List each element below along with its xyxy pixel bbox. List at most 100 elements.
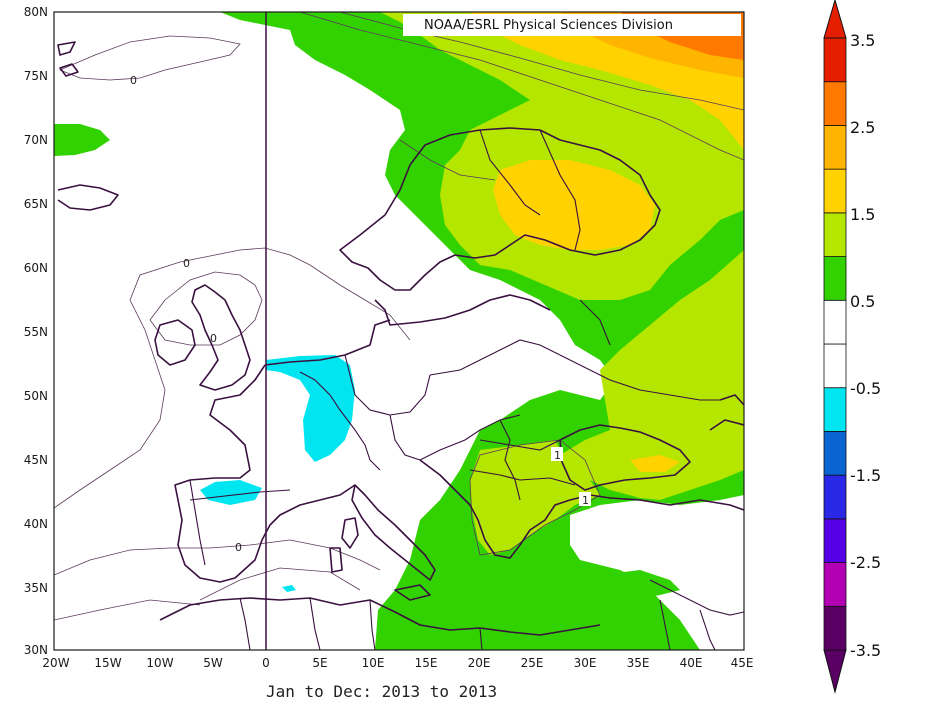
lat-tick-label: 65N [24, 197, 48, 211]
lon-tick-label: 0 [262, 656, 270, 670]
zero-contour-northwest [58, 35, 241, 81]
colorbar-swatch [823, 474, 847, 520]
colorbar-swatch [823, 343, 847, 389]
cyan-iberia-patch [200, 480, 262, 505]
lon-tick-label: 40E [680, 656, 703, 670]
contour-label: 0 [210, 332, 217, 345]
cyan-med-patch [282, 585, 296, 592]
contour-arctic-1 [299, 12, 744, 161]
north-africa-borders [239, 597, 483, 650]
lat-tick-label: 70N [24, 133, 48, 147]
north-africa-coast [159, 597, 601, 636]
cyan-france-region [266, 355, 355, 462]
colorbar-label: 3.5 [850, 31, 875, 50]
middle-east-borders [649, 579, 744, 650]
colorbar-swatch [823, 605, 847, 651]
zero-contour-iberia [54, 539, 381, 576]
colorbar-swatch [823, 387, 847, 432]
contour-mediterranean [199, 567, 361, 601]
colorbar-swatch [823, 431, 847, 476]
eastern-europe-borders [559, 299, 720, 401]
islands-coast [329, 517, 431, 601]
contour-label: 1 [554, 449, 561, 462]
lon-tick-label: 20E [468, 656, 491, 670]
shaded-anomaly-field [54, 12, 744, 650]
geographic-outlines [57, 41, 744, 650]
iberia-borders [189, 479, 291, 566]
colorbar-swatch [823, 562, 847, 607]
colorbar-label: 2.5 [850, 118, 875, 137]
lat-tick-label: 45N [24, 453, 48, 467]
colorbar-swatch [823, 81, 847, 126]
balkans-borders [469, 419, 576, 501]
baltic-coast [374, 294, 551, 326]
green-northwest-patch [54, 124, 110, 156]
ireland-coast [154, 319, 196, 366]
credit-box [403, 14, 741, 36]
lon-tick-label: 45E [731, 656, 754, 670]
contour-label: 0 [130, 74, 137, 87]
zero-contour-atlantic [54, 247, 411, 509]
colorbar-swatch [823, 299, 847, 345]
lon-tick-label: 10E [362, 656, 385, 670]
contour-lines [54, 12, 744, 621]
lat-tick-label: 50N [24, 389, 48, 403]
lon-tick-label: 35E [627, 656, 650, 670]
italy-coast [351, 484, 436, 581]
yellowgreen-east-region [560, 250, 744, 500]
balkans-coast [419, 459, 744, 559]
colorbar-max-arrow [823, 0, 847, 39]
colorbar-min-arrow [823, 649, 847, 694]
colorbar-label: -0.5 [850, 379, 881, 398]
contour-label: 1 [582, 494, 589, 507]
yellowgreen-balkans-region [470, 440, 600, 555]
latitude-axis: 80N 75N 70N 65N 60N 55N 50N 45N 40N 35N … [24, 5, 48, 657]
lon-tick-label: 20W [42, 656, 69, 670]
colorbar [823, 0, 847, 694]
lat-tick-label: 35N [24, 581, 48, 595]
lat-tick-label: 75N [24, 69, 48, 83]
central-europe-borders [299, 339, 561, 471]
colorbar-label: 0.5 [850, 292, 875, 311]
black-sea-coast [559, 424, 691, 491]
contour-label-box [579, 492, 591, 506]
lon-tick-label: 5E [312, 656, 327, 670]
britain-coast [191, 284, 251, 391]
colorbar-swatch [823, 518, 847, 563]
arctic-island-coast [57, 41, 79, 77]
zero-contour-britain [149, 271, 263, 346]
colorbar-label: 1.5 [850, 205, 875, 224]
contour-label: 0 [235, 541, 242, 554]
map-frame [53, 11, 745, 651]
lon-tick-label: 15W [94, 656, 121, 670]
contour-label-box [551, 447, 563, 461]
lon-tick-label: 30E [574, 656, 597, 670]
contour-lower-left [54, 599, 201, 621]
lon-tick-label: 10W [146, 656, 173, 670]
lat-tick-label: 60N [24, 261, 48, 275]
colorbar-label: -1.5 [850, 466, 881, 485]
yellow-scandinavia-region [493, 160, 655, 250]
colorbar-swatch [823, 37, 847, 83]
green-levant-patch [600, 570, 680, 600]
colorbar-swatch [823, 168, 847, 214]
colorbar-labels: 3.5 2.5 1.5 0.5 -0.5 -1.5 -2.5 -3.5 [850, 31, 881, 660]
contour-label-group: 0 0 0 0 1 1 [130, 74, 591, 554]
longitude-axis: 20W 15W 10W 5W 0 5E 10E 15E 20E 25E 30E … [42, 656, 753, 670]
lon-tick-label: 25E [521, 656, 544, 670]
lat-tick-label: 30N [24, 643, 48, 657]
lat-tick-label: 40N [24, 517, 48, 531]
period-subtitle: Jan to Dec: 2013 to 2013 [266, 682, 497, 701]
scandinavia-coast [339, 127, 661, 291]
scandinavia-borders [479, 129, 581, 251]
iceland-coast [57, 184, 119, 211]
colorbar-label: -2.5 [850, 553, 881, 572]
yellow-caucasus-patch [630, 455, 680, 472]
credit-text: NOAA/ESRL Physical Sciences Division [424, 18, 673, 33]
lon-tick-label: 5W [203, 656, 223, 670]
colorbar-swatch [823, 212, 847, 257]
colorbar-swatch [823, 256, 847, 301]
lon-tick-label: 15E [415, 656, 438, 670]
lat-tick-label: 80N [24, 5, 48, 19]
